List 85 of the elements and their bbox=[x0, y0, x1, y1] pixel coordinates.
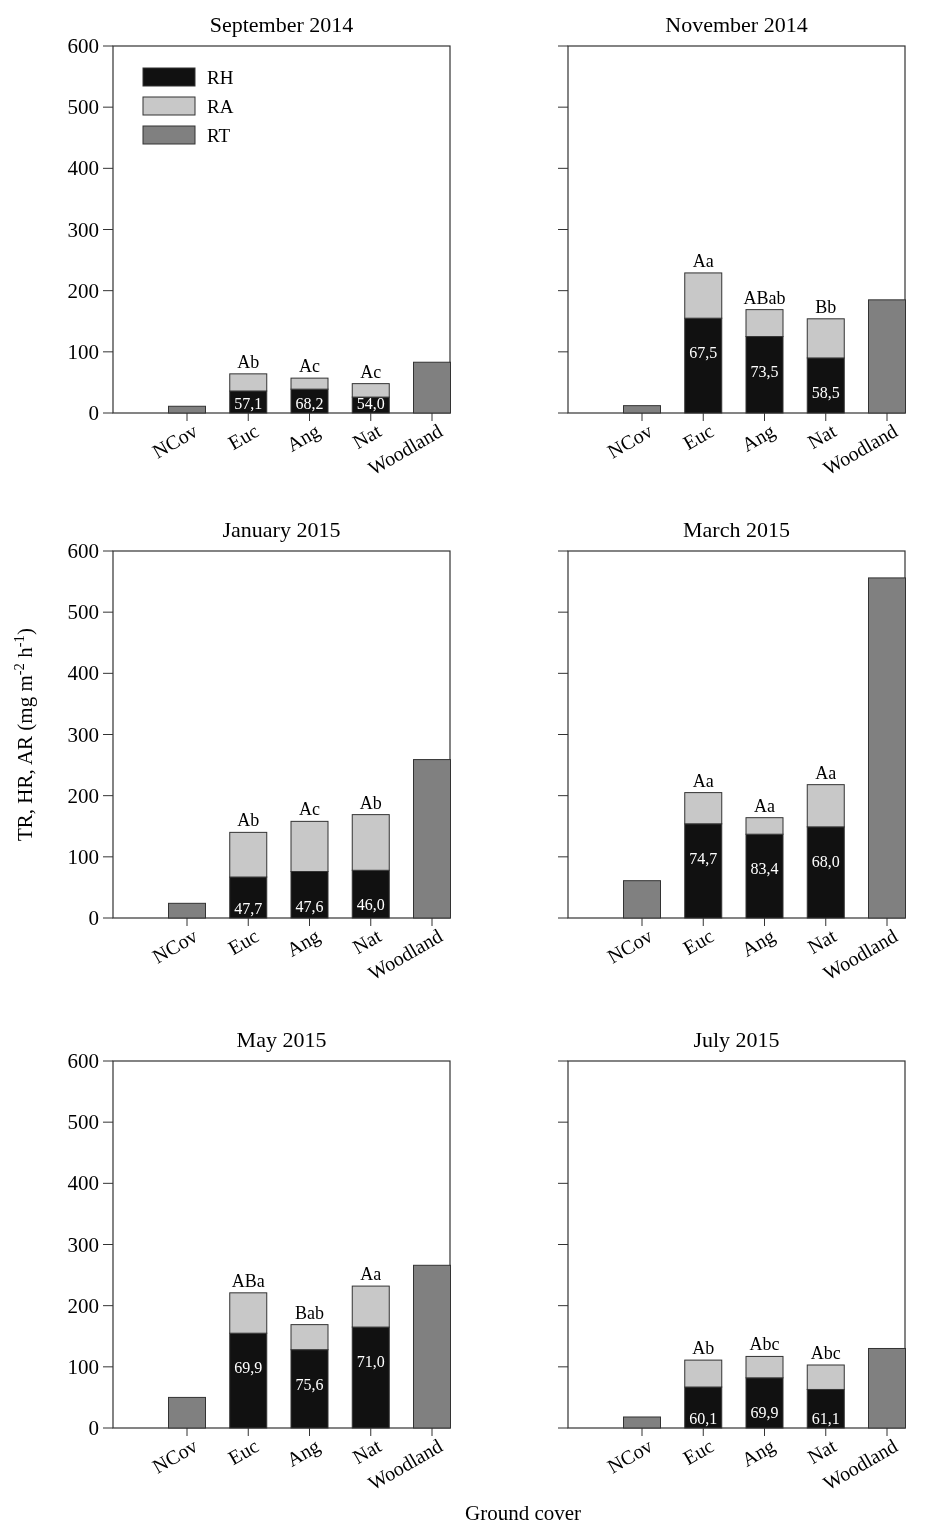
y-tick-label: 200 bbox=[67, 783, 99, 808]
x-tick-label: Euc bbox=[679, 419, 718, 455]
annotation: Ac bbox=[299, 799, 320, 820]
chart-title: July 2015 bbox=[693, 1027, 780, 1052]
x-tick-label: Ang bbox=[737, 1434, 779, 1472]
annotation: Aa bbox=[754, 795, 775, 816]
y-tick-label: 600 bbox=[67, 539, 99, 563]
annotation: 67,5 bbox=[689, 344, 718, 362]
annotation: Ab bbox=[237, 351, 260, 372]
annotation: 47,7 bbox=[234, 900, 263, 917]
x-tick-label: Euc bbox=[224, 924, 263, 960]
chart-title: January 2015 bbox=[222, 517, 341, 542]
annotation: 57,1 bbox=[234, 395, 263, 412]
chart-title: May 2015 bbox=[236, 1027, 327, 1052]
annotation: Ac bbox=[360, 361, 382, 382]
chart-title: November 2014 bbox=[665, 12, 808, 37]
annotation: Aa bbox=[692, 770, 714, 791]
y-tick-label: 300 bbox=[67, 722, 99, 747]
legend-label: RT bbox=[207, 125, 231, 146]
x-tick-label: Ang bbox=[737, 924, 779, 962]
annotation: 75,6 bbox=[295, 1375, 324, 1393]
y-tick-label: 400 bbox=[67, 1171, 99, 1196]
y-tick-label: 200 bbox=[67, 278, 99, 303]
annotation: 46,0 bbox=[356, 896, 385, 914]
x-tick-label: Ang bbox=[282, 924, 324, 962]
x-tick-label: NCov bbox=[603, 419, 656, 463]
y-tick-label: 500 bbox=[67, 95, 99, 120]
x-tick-label: NCov bbox=[148, 1434, 201, 1478]
y-tick-label: 400 bbox=[67, 661, 99, 686]
y-tick-label: 300 bbox=[67, 1232, 99, 1257]
annotation: 54,0 bbox=[356, 395, 385, 412]
annotation: Ab bbox=[237, 810, 260, 831]
annotation: Ab bbox=[359, 792, 382, 813]
annotation: 71,0 bbox=[356, 1353, 385, 1371]
annotation: 83,4 bbox=[750, 860, 779, 878]
annotation: Bab bbox=[295, 1302, 324, 1323]
x-tick-label: Euc bbox=[224, 419, 263, 455]
annotation: 68,0 bbox=[811, 852, 840, 870]
chart-title: September 2014 bbox=[209, 12, 354, 37]
x-tick-label: Euc bbox=[679, 924, 718, 960]
x-tick-label: Ang bbox=[282, 419, 324, 457]
y-tick-label: 0 bbox=[88, 401, 99, 425]
x-tick-label: Ang bbox=[282, 1434, 324, 1472]
annotation: 58,5 bbox=[811, 383, 840, 401]
y-tick-label: 100 bbox=[67, 1354, 99, 1379]
y-tick-label: 500 bbox=[67, 600, 99, 625]
annotation: 74,7 bbox=[689, 849, 718, 867]
x-tick-label: NCov bbox=[603, 924, 656, 968]
annotation: Aa bbox=[360, 1264, 382, 1285]
annotation: 47,6 bbox=[295, 897, 324, 915]
annotation: Abc bbox=[810, 1343, 841, 1363]
y-tick-label: 100 bbox=[67, 844, 99, 869]
x-axis-title: Ground cover bbox=[464, 1501, 582, 1525]
y-tick-label: 600 bbox=[67, 34, 99, 58]
x-tick-label: Ang bbox=[737, 419, 779, 457]
y-tick-label: 400 bbox=[67, 156, 99, 181]
annotation: Abc bbox=[749, 1334, 780, 1355]
y-tick-label: 100 bbox=[67, 339, 99, 364]
legend-label: RA bbox=[207, 96, 234, 117]
y-tick-label: 0 bbox=[88, 906, 99, 930]
chart-title: March 2015 bbox=[683, 517, 790, 542]
x-tick-label: NCov bbox=[148, 924, 201, 968]
y-tick-label: 500 bbox=[67, 1110, 99, 1135]
x-tick-label: NCov bbox=[603, 1434, 656, 1478]
annotation: 60,1 bbox=[689, 1410, 718, 1427]
x-tick-label: Euc bbox=[679, 1434, 718, 1470]
annotation: ABa bbox=[231, 1270, 265, 1291]
annotation: Bb bbox=[815, 296, 837, 317]
annotation: ABab bbox=[743, 287, 786, 308]
y-tick-label: 300 bbox=[67, 217, 99, 242]
annotation: 61,1 bbox=[811, 1410, 840, 1427]
x-tick-label: NCov bbox=[148, 419, 201, 463]
annotation: Ab bbox=[692, 1338, 715, 1359]
y-tick-label: 200 bbox=[67, 1293, 99, 1318]
annotation: Ac bbox=[299, 356, 320, 377]
legend-label: RH bbox=[207, 67, 234, 88]
annotation: Aa bbox=[692, 250, 714, 271]
annotation: 69,9 bbox=[234, 1359, 263, 1377]
x-tick-label: Euc bbox=[224, 1434, 263, 1470]
annotation: 68,2 bbox=[295, 395, 324, 412]
annotation: 73,5 bbox=[750, 362, 779, 380]
annotation: Aa bbox=[815, 762, 837, 783]
annotation: 69,9 bbox=[750, 1403, 779, 1421]
y-tick-label: 600 bbox=[67, 1049, 99, 1073]
y-tick-label: 0 bbox=[88, 1416, 99, 1440]
